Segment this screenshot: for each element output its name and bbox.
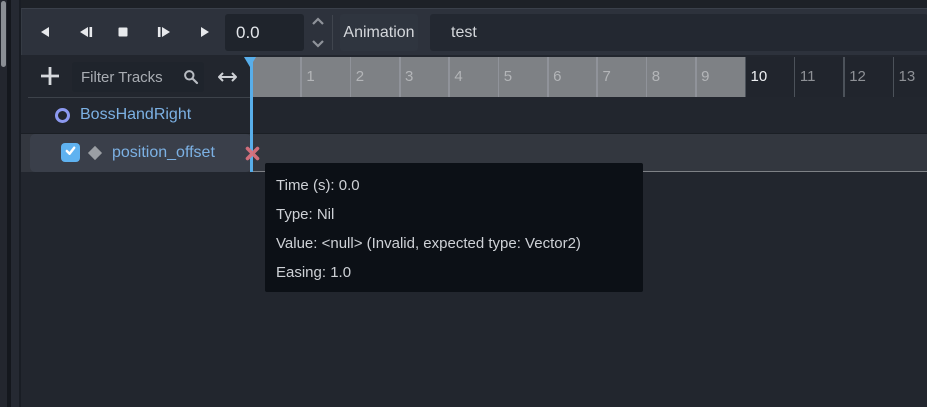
invalid-keyframe-icon[interactable] <box>244 145 261 162</box>
play-button[interactable] <box>190 19 220 47</box>
current-time-value: 0.0 <box>236 22 260 42</box>
track-row-bosshandright[interactable]: BossHandRight <box>21 97 927 133</box>
animation-name-select[interactable]: test <box>430 14 927 51</box>
toolbar-separator <box>332 15 333 50</box>
tooltip-line: Value: <null> (Invalid, expected type: V… <box>276 235 581 252</box>
chevron-up-icon[interactable] <box>311 12 325 30</box>
current-time-spinbox[interactable]: 0.0 <box>225 14 304 51</box>
tooltip-line: Type: Nil <box>276 206 335 223</box>
playback-toolbar: 0.0 Animation test <box>21 8 927 55</box>
playhead-handle[interactable] <box>244 57 256 67</box>
time-spinner-arrows[interactable] <box>307 14 329 51</box>
track-header-separator <box>28 97 251 98</box>
plus-icon <box>39 65 61 90</box>
filter-tracks-input[interactable] <box>72 62 204 92</box>
check-icon <box>64 144 77 162</box>
tooltip-line: Easing: 1.0 <box>276 264 352 281</box>
track-enabled-checkbox[interactable] <box>61 143 80 162</box>
panel-edge-divider <box>7 0 11 407</box>
node-circle-icon <box>55 108 70 123</box>
add-track-button[interactable] <box>35 63 65 91</box>
track-property-name: position_offset <box>112 144 215 161</box>
play-backwards-from-end-button[interactable] <box>70 19 100 47</box>
play-icon <box>198 25 212 42</box>
timeline-zoom-drag-icon[interactable] <box>217 70 238 89</box>
play-from-start-button[interactable] <box>149 19 179 47</box>
playhead-line[interactable] <box>250 57 253 172</box>
track-node-name: BossHandRight <box>80 106 192 123</box>
play-backwards-button[interactable] <box>30 19 60 47</box>
tooltip-line: Time (s): 0.0 <box>276 177 360 194</box>
play-from-start-icon <box>157 25 172 42</box>
stop-icon <box>116 25 130 42</box>
play-backwards-from-end-icon <box>78 25 93 42</box>
play-backwards-icon <box>38 25 52 42</box>
animation-menu-button[interactable]: Animation <box>340 14 418 51</box>
panel-edge-divider-2 <box>19 0 21 407</box>
panel-edge-strip <box>11 0 19 407</box>
vertical-scrollbar[interactable] <box>0 0 7 407</box>
stop-button[interactable] <box>108 19 138 47</box>
scrollbar-thumb[interactable] <box>1 1 6 67</box>
keyframe-tooltip: Time (s): 0.0 Type: Nil Value: <null> (Inv… <box>265 163 643 292</box>
timeline-ruler[interactable]: 1 2 3 4 5 6 7 8 9 10 11 12 13 <box>251 57 927 97</box>
animation-name-value: test <box>451 23 477 41</box>
animation-panel: 0.0 Animation test <box>21 0 927 407</box>
chevron-down-icon[interactable] <box>311 35 325 53</box>
row-divider <box>21 133 927 134</box>
